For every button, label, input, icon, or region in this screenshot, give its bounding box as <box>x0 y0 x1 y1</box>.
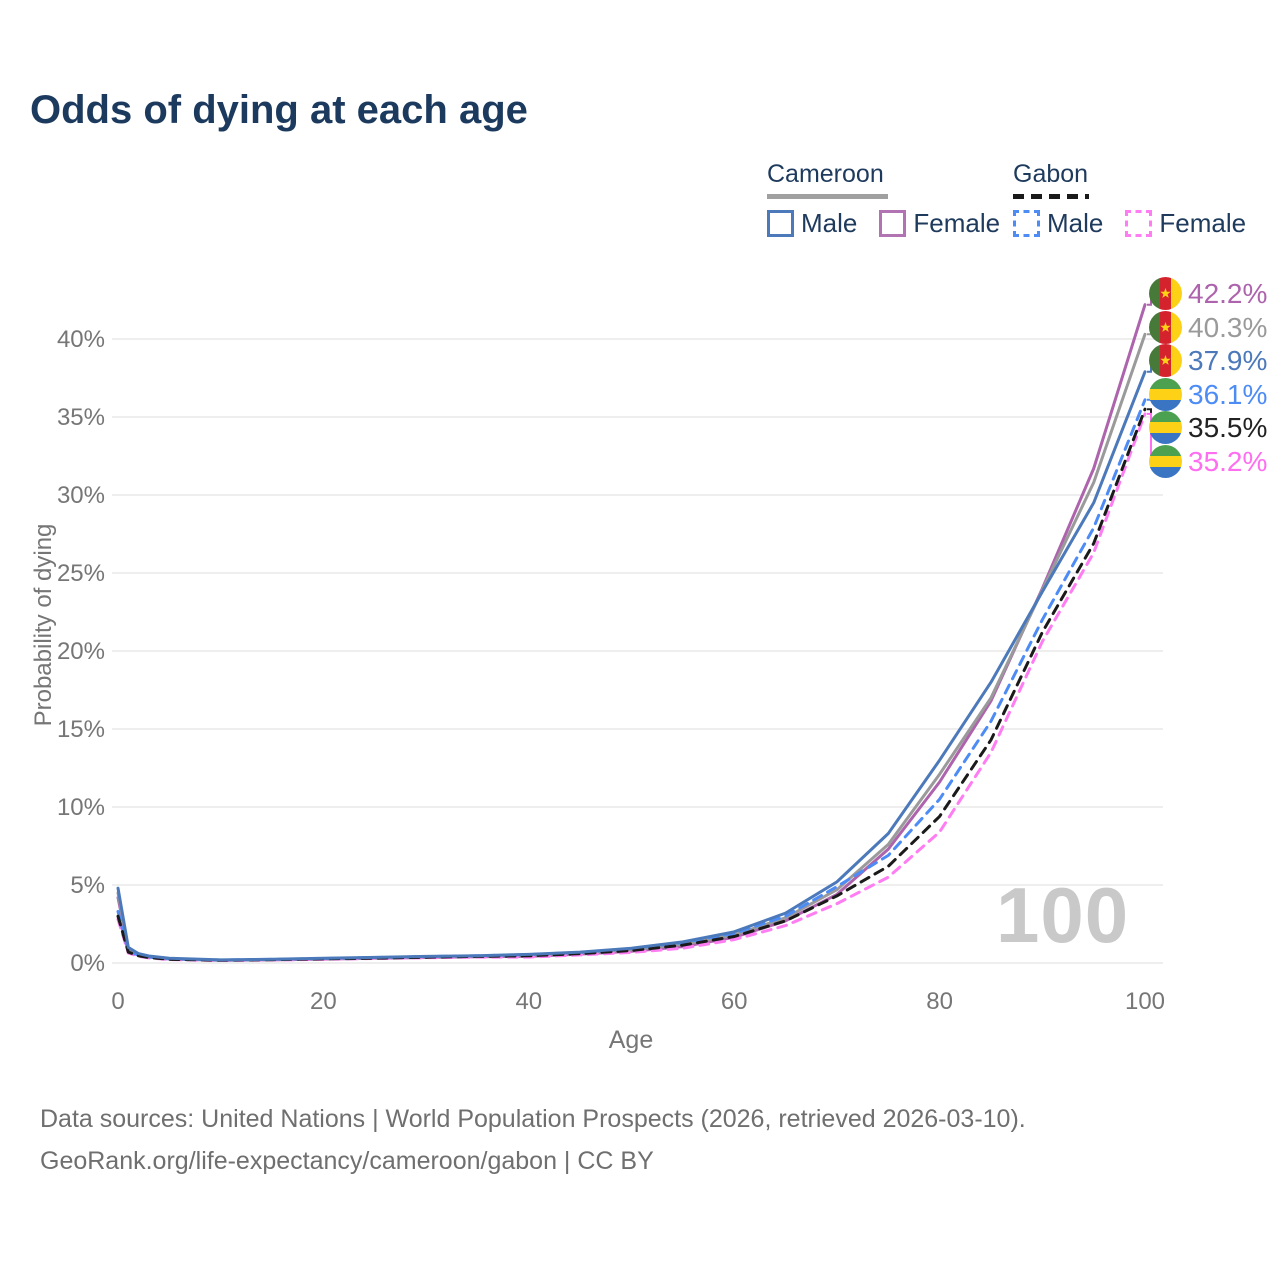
end-label-value: 37.9% <box>1188 344 1268 376</box>
end-label-row: 36.1% <box>1149 378 1267 411</box>
y-tick-label: 30% <box>56 482 105 509</box>
footer-attribution: GeoRank.org/life-expectancy/cameroon/gab… <box>40 1147 654 1175</box>
page-title: Odds of dying at each age <box>30 88 528 132</box>
x-axis-title: Age <box>608 1026 654 1054</box>
cameroon-line-style-swatch <box>767 194 888 199</box>
y-tick-label: 25% <box>56 560 105 587</box>
y-tick-label: 35% <box>56 404 105 431</box>
y-tick-label: 5% <box>70 872 105 899</box>
gabon-male-swatch-icon <box>1013 210 1040 237</box>
legend-item-label: Male <box>801 208 858 238</box>
series-line-gabon-female <box>116 412 1147 962</box>
x-tick-label: 80 <box>926 988 953 1015</box>
watermark-age-100: 100 <box>996 871 1130 959</box>
legend-group-cameroon: Cameroon Male Female <box>767 160 1022 239</box>
legend-items-gabon: Male Female <box>1013 208 1268 239</box>
series-line-cameroon-female <box>116 303 1147 962</box>
end-label-row: 42.2% <box>1149 277 1267 310</box>
cameroon-male-swatch-icon <box>767 210 794 237</box>
end-label-row: 35.5% <box>1149 411 1267 444</box>
gabon-flag-icon <box>1149 378 1182 411</box>
cameroon-female-swatch-icon <box>879 210 907 237</box>
cameroon-flag-icon <box>1149 344 1182 377</box>
x-tick-label: 20 <box>310 988 337 1015</box>
cameroon-flag-icon <box>1149 277 1182 310</box>
x-tick-label: 60 <box>720 988 748 1015</box>
series-line-cameroon-both <box>116 332 1147 962</box>
gabon-flag-icon <box>1149 411 1182 444</box>
end-label-row: 37.9% <box>1149 344 1267 377</box>
end-label-value: 42.2% <box>1188 277 1268 309</box>
legend-items-cameroon: Male Female <box>767 208 1022 239</box>
end-label-value: 40.3% <box>1188 311 1268 343</box>
gabon-female-swatch-icon <box>1125 210 1153 237</box>
x-tick-label: 0 <box>111 988 125 1015</box>
x-tick-label: 100 <box>1124 988 1166 1015</box>
end-label-value: 35.2% <box>1188 445 1268 477</box>
legend-item-cameroon-female[interactable]: Female <box>879 208 1000 239</box>
legend-country-cameroon: Cameroon <box>767 160 884 188</box>
cameroon-flag-icon <box>1149 311 1182 344</box>
end-label-row: 40.3% <box>1149 311 1267 344</box>
end-label-value: 36.1% <box>1188 378 1268 410</box>
legend-group-gabon: Gabon Male Female <box>1013 160 1268 239</box>
legend-item-gabon-female[interactable]: Female <box>1125 208 1246 239</box>
y-tick-label: 20% <box>56 638 105 665</box>
y-tick-label: 0% <box>70 950 105 977</box>
legend-item-gabon-male[interactable]: Male <box>1013 208 1103 239</box>
y-tick-label: 10% <box>56 794 105 821</box>
y-tick-label: 15% <box>56 716 105 743</box>
gabon-flag-icon <box>1149 445 1182 478</box>
legend-item-label: Female <box>1159 208 1247 238</box>
end-label-value: 35.5% <box>1188 411 1268 443</box>
footer-data-sources: Data sources: United Nations | World Pop… <box>40 1105 1026 1133</box>
y-tick-label: 40% <box>56 326 105 353</box>
gabon-line-style-swatch <box>1013 194 1089 199</box>
legend-item-cameroon-male[interactable]: Male <box>767 208 857 239</box>
x-tick-label: 40 <box>515 988 543 1015</box>
series-line-cameroon-male <box>116 370 1147 962</box>
legend-item-label: Male <box>1047 208 1104 238</box>
legend-country-gabon: Gabon <box>1013 160 1089 188</box>
legend-item-label: Female <box>913 208 1001 238</box>
footer: Data sources: United Nations | World Pop… <box>40 1098 1026 1182</box>
end-label-row: 35.2% <box>1149 445 1267 478</box>
